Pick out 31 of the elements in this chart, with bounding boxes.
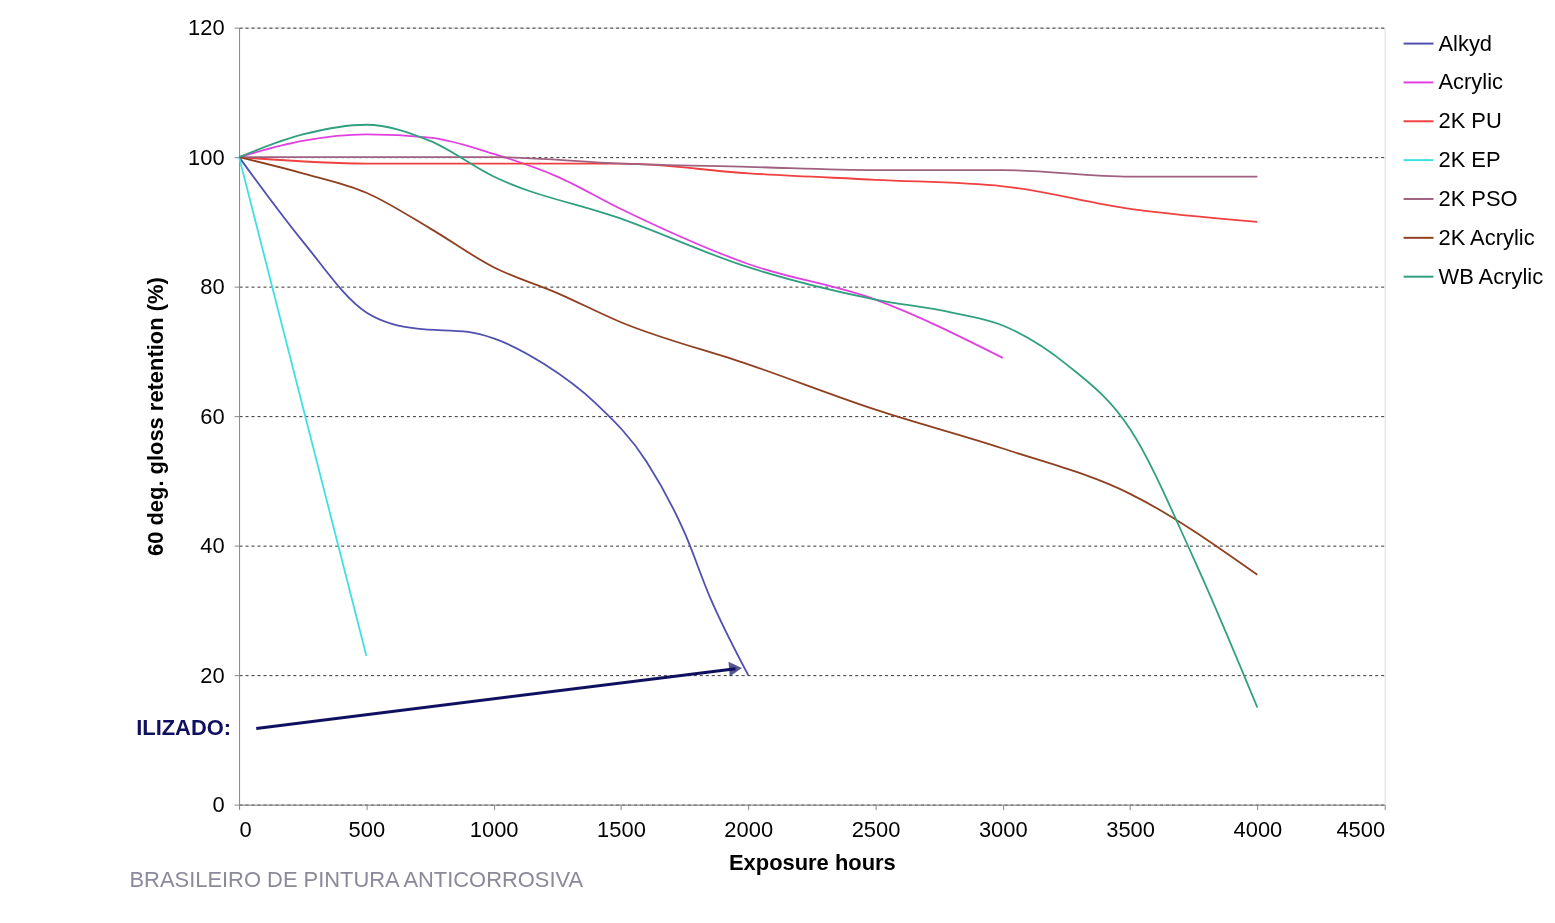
legend-label: WB Acrylic [1438,263,1544,289]
legend-label: 2K PSO [1438,185,1518,211]
y-tick-label: 60 [200,403,225,429]
x-tick-label: 4500 [1336,817,1386,843]
x-tick-label: 1000 [469,817,519,843]
x-tick-label: 4000 [1233,817,1283,843]
x-tick-label: 500 [348,817,386,843]
line-series [238,156,750,677]
x-tick-label: 1500 [597,817,646,843]
x-axis-title: Exposure hours [728,849,896,875]
legend-label: 2K Acrylic [1438,224,1535,250]
line-series [238,156,1259,576]
annotation: ILIZADO: [136,715,232,741]
x-tick-label: 0 [239,817,252,843]
x-tick-label: 3500 [1106,817,1155,843]
legend-label: Alkyd [1438,30,1493,56]
legend-label: 2K PU [1438,108,1502,134]
y-tick-label: 0 [212,792,225,818]
y-tick-label: 40 [200,533,225,559]
legend-label: Acrylic [1438,69,1503,95]
y-tick-label: 120 [188,15,225,41]
x-tick-label: 3000 [978,817,1028,843]
x-tick-label: 2500 [851,817,901,843]
y-axis-title: 60 deg. gloss retention (%) [143,277,169,557]
y-tick-label: 20 [200,662,225,688]
text: BRASILEIRO DE PINTURA ANTICORROSIVA [129,867,584,893]
line-series [238,123,1259,709]
y-tick-label: 100 [188,144,225,170]
legend-label: 2K EP [1438,147,1501,173]
y-tick-label: 80 [200,274,225,300]
x-tick-label: 2000 [724,817,774,843]
